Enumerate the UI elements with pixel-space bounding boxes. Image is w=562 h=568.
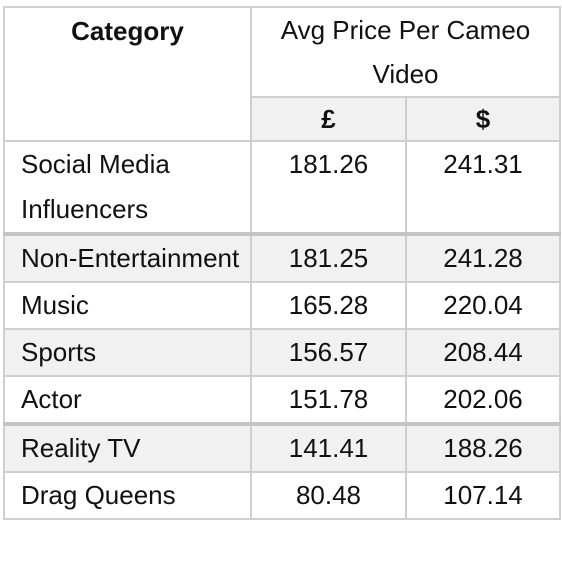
category-cell: Actor — [3, 375, 252, 425]
gbp-cell: 156.57 — [250, 328, 407, 377]
table-row: Social Media Influencers 181.26 241.31 — [3, 140, 562, 235]
gbp-cell: 141.41 — [250, 422, 407, 473]
gbp-cell: 181.25 — [250, 232, 407, 283]
usd-cell: 241.28 — [404, 232, 562, 283]
usd-cell: 107.14 — [404, 471, 562, 520]
usd-cell: 188.26 — [404, 422, 562, 473]
header-avg-price: Avg Price Per Cameo Video — [249, 6, 562, 98]
category-cell: Reality TV — [3, 422, 252, 473]
category-cell: Non-Entertainment — [3, 232, 252, 283]
gbp-cell: 181.26 — [250, 140, 407, 235]
price-table: Category Avg Price Per Cameo Video £ $ S… — [3, 6, 562, 520]
category-cell: Drag Queens — [3, 471, 252, 520]
gbp-cell: 80.48 — [250, 471, 407, 520]
category-cell: Social Media Influencers — [3, 140, 252, 235]
gbp-cell: 165.28 — [250, 281, 407, 330]
gbp-cell: 151.78 — [250, 375, 407, 425]
category-cell: Music — [3, 281, 252, 330]
table-row: Drag Queens 80.48 107.14 — [3, 471, 562, 520]
header-category: Category — [3, 6, 252, 142]
header-currency-gbp: £ — [250, 96, 407, 142]
usd-cell: 241.31 — [404, 140, 562, 235]
usd-cell: 220.04 — [404, 281, 562, 330]
header-currency-usd: $ — [404, 96, 562, 142]
table-row: Music 165.28 220.04 — [3, 281, 562, 330]
table-row: Sports 156.57 208.44 — [3, 328, 562, 377]
usd-cell: 202.06 — [404, 375, 562, 425]
usd-cell: 208.44 — [404, 328, 562, 377]
price-table-container: Category Avg Price Per Cameo Video £ $ S… — [3, 6, 562, 520]
category-cell: Sports — [3, 328, 252, 377]
table-row: Actor 151.78 202.06 — [3, 375, 562, 425]
table-row: Non-Entertainment 181.25 241.28 — [3, 232, 562, 283]
table-row: Reality TV 141.41 188.26 — [3, 422, 562, 473]
